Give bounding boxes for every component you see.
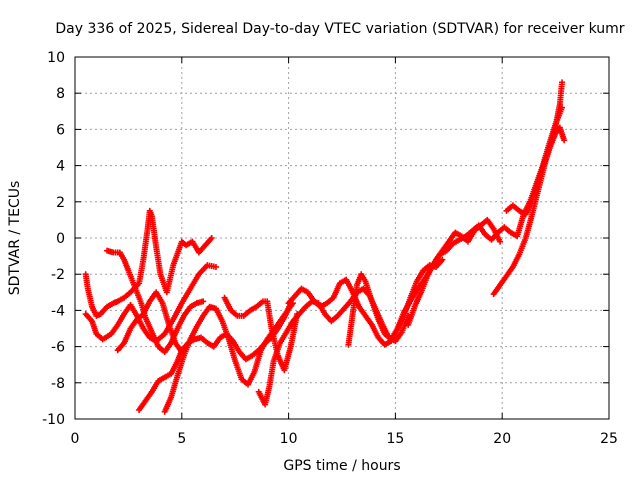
x-tick-label: 10 (280, 431, 298, 447)
data-point (561, 137, 568, 144)
y-tick-label: 4 (56, 159, 65, 175)
y-axis: -10 -8 -6 -4 -2 0 2 4 6 8 10 (42, 50, 609, 428)
data-point (212, 263, 219, 270)
y-axis-label: SDTVAR / TECUs (7, 181, 23, 296)
series-3 (104, 247, 207, 356)
x-tick-label: 0 (71, 431, 80, 447)
x-tick-label: 20 (493, 431, 511, 447)
y-tick-label: 2 (56, 195, 65, 211)
x-tick-label: 25 (600, 431, 618, 447)
data-points (82, 79, 568, 415)
chart-title: Day 336 of 2025, Sidereal Day-to-day VTE… (55, 21, 624, 37)
x-tick-label: 15 (386, 431, 404, 447)
series-13 (503, 124, 568, 218)
x-axis-label: GPS time / hours (283, 458, 400, 474)
y-tick-label: 0 (56, 231, 65, 247)
y-tick-label: 10 (47, 50, 65, 66)
x-axis: 0 5 10 15 20 25 (71, 57, 618, 447)
data-point (200, 298, 207, 305)
y-tick-label: -6 (51, 340, 65, 356)
data-point (559, 79, 566, 86)
series-8 (255, 285, 412, 408)
data-point (497, 238, 504, 245)
y-tick-label: -10 (42, 412, 65, 428)
y-tick-label: -8 (51, 376, 65, 392)
y-tick-label: -2 (51, 267, 65, 283)
data-point (208, 235, 215, 241)
y-tick-label: 8 (56, 86, 65, 102)
y-tick-label: -4 (51, 303, 65, 319)
data-point (439, 256, 446, 263)
series-11 (405, 104, 566, 328)
series-6 (161, 300, 296, 415)
x-tick-label: 5 (177, 431, 186, 447)
y-tick-label: 6 (56, 122, 65, 138)
